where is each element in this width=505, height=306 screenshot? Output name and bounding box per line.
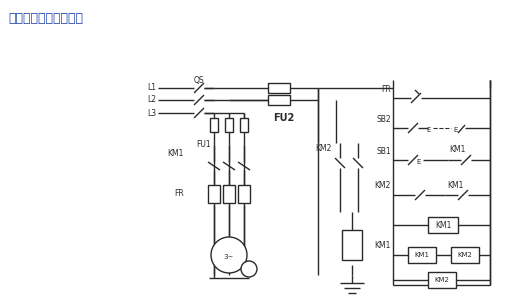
Text: KM2: KM2 [434, 277, 448, 283]
Text: FR: FR [174, 188, 184, 197]
Text: FR: FR [380, 85, 390, 95]
Bar [237, 185, 249, 203]
Text: QS: QS [193, 76, 204, 85]
Text: KM1: KM1 [414, 252, 429, 258]
Bar [427, 217, 457, 233]
Text: L1: L1 [147, 84, 156, 92]
Text: L2: L2 [147, 95, 156, 105]
Bar [225, 118, 232, 132]
Text: L3: L3 [146, 109, 156, 118]
Text: E: E [425, 127, 430, 133]
Circle shape [240, 261, 257, 277]
Text: FU2: FU2 [273, 113, 294, 123]
Text: KM1: KM1 [167, 150, 184, 159]
Bar [450, 247, 478, 263]
Bar [239, 118, 247, 132]
Bar [210, 118, 218, 132]
Bar [268, 95, 289, 105]
Bar [407, 247, 435, 263]
Text: KM1: KM1 [374, 241, 390, 251]
Text: KM2: KM2 [374, 181, 390, 191]
Bar [268, 83, 289, 93]
Text: KM1: KM1 [434, 221, 450, 230]
Text: E: E [452, 127, 457, 133]
Text: 3~: 3~ [223, 254, 234, 260]
Text: E: E [415, 159, 420, 165]
Text: KM2: KM2 [315, 144, 331, 153]
Bar [341, 230, 361, 260]
Circle shape [211, 237, 246, 273]
Bar [208, 185, 220, 203]
Text: SB2: SB2 [376, 115, 390, 125]
Text: KM1: KM1 [448, 145, 465, 155]
Bar [223, 185, 234, 203]
Text: KM2: KM2 [457, 252, 472, 258]
Text: SB1: SB1 [376, 147, 390, 156]
Text: KM1: KM1 [446, 181, 463, 191]
Text: 电磁抱闸通电制动接线: 电磁抱闸通电制动接线 [8, 12, 83, 25]
Text: FU1: FU1 [195, 140, 210, 149]
Bar [427, 272, 455, 288]
